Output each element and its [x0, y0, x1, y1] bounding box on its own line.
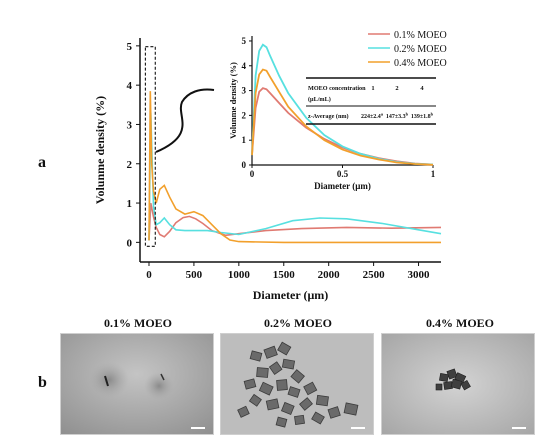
tem-title-2: 0.2% MOEO	[264, 316, 332, 330]
tem-image-2	[220, 333, 374, 435]
x-tick-label: 2000	[318, 269, 341, 281]
series-line-1	[148, 202, 442, 241]
x-tick-label: 1500	[273, 269, 296, 281]
y-tick-label: 5	[127, 41, 133, 53]
inset-y-tick-label: 4	[242, 61, 247, 71]
table-column-header: 1	[371, 85, 374, 92]
table-header-unit: (μL/mL)	[308, 96, 331, 103]
x-tick-label: 3000	[408, 269, 431, 281]
panel-b-label: b	[38, 374, 47, 391]
legend-label-3: 0.4% MOEO	[394, 58, 447, 69]
inset-y-tick-label: 1	[242, 135, 247, 145]
table-value: 139±1.8b	[411, 112, 434, 121]
inset-x-axis-title: Diameter (μm)	[314, 181, 371, 191]
panel-a-label: a	[38, 154, 46, 171]
tem-title-3: 0.4% MOEO	[426, 316, 494, 330]
inset-series-line-1	[251, 87, 434, 166]
table-value: 147±3.3b	[386, 112, 409, 121]
inset-x-tick-label: 0.5	[337, 169, 349, 179]
y-axis-title: Volunme density (%)	[93, 96, 107, 204]
x-tick-label: 2500	[363, 269, 386, 281]
x-axis-title: Diameter (μm)	[253, 288, 329, 302]
table-column-header: 2	[395, 85, 398, 92]
inset-y-tick-label: 5	[242, 36, 247, 46]
zoom-arrow	[155, 88, 215, 153]
table-column-header: 4	[420, 85, 424, 92]
table-row-label: z-Average (nm)	[308, 113, 349, 120]
tem-image-3	[381, 333, 535, 435]
inset-y-tick-label: 3	[242, 86, 247, 96]
series-line-2	[148, 112, 442, 241]
series-line-3	[148, 91, 441, 244]
x-tick-label: 500	[186, 269, 203, 281]
y-tick-label: 3	[127, 119, 133, 131]
y-tick-label: 2	[127, 159, 133, 171]
x-tick-label: 0	[146, 269, 152, 281]
inset-x-tick-label: 1	[431, 169, 436, 179]
tem-title-1: 0.1% MOEO	[104, 316, 172, 330]
inset-y-tick-label: 2	[242, 110, 247, 120]
legend-label-2: 0.2% MOEO	[394, 44, 447, 55]
table-header-label: MOEO concentration	[308, 85, 366, 92]
legend-label-1: 0.1% MOEO	[394, 30, 447, 41]
y-tick-label: 0	[127, 237, 133, 249]
inset-x-tick-label: 0	[250, 169, 255, 179]
y-tick-label: 1	[127, 198, 133, 210]
inset-y-axis-title: Volunme density (%)	[228, 62, 238, 139]
tem-image-1	[60, 333, 214, 435]
x-tick-label: 1000	[228, 269, 251, 281]
inset-series-line-3	[251, 68, 434, 166]
y-tick-label: 4	[127, 80, 133, 92]
table-value: 224±2.4a	[361, 112, 384, 121]
inset-y-tick-label: 0	[242, 160, 247, 170]
